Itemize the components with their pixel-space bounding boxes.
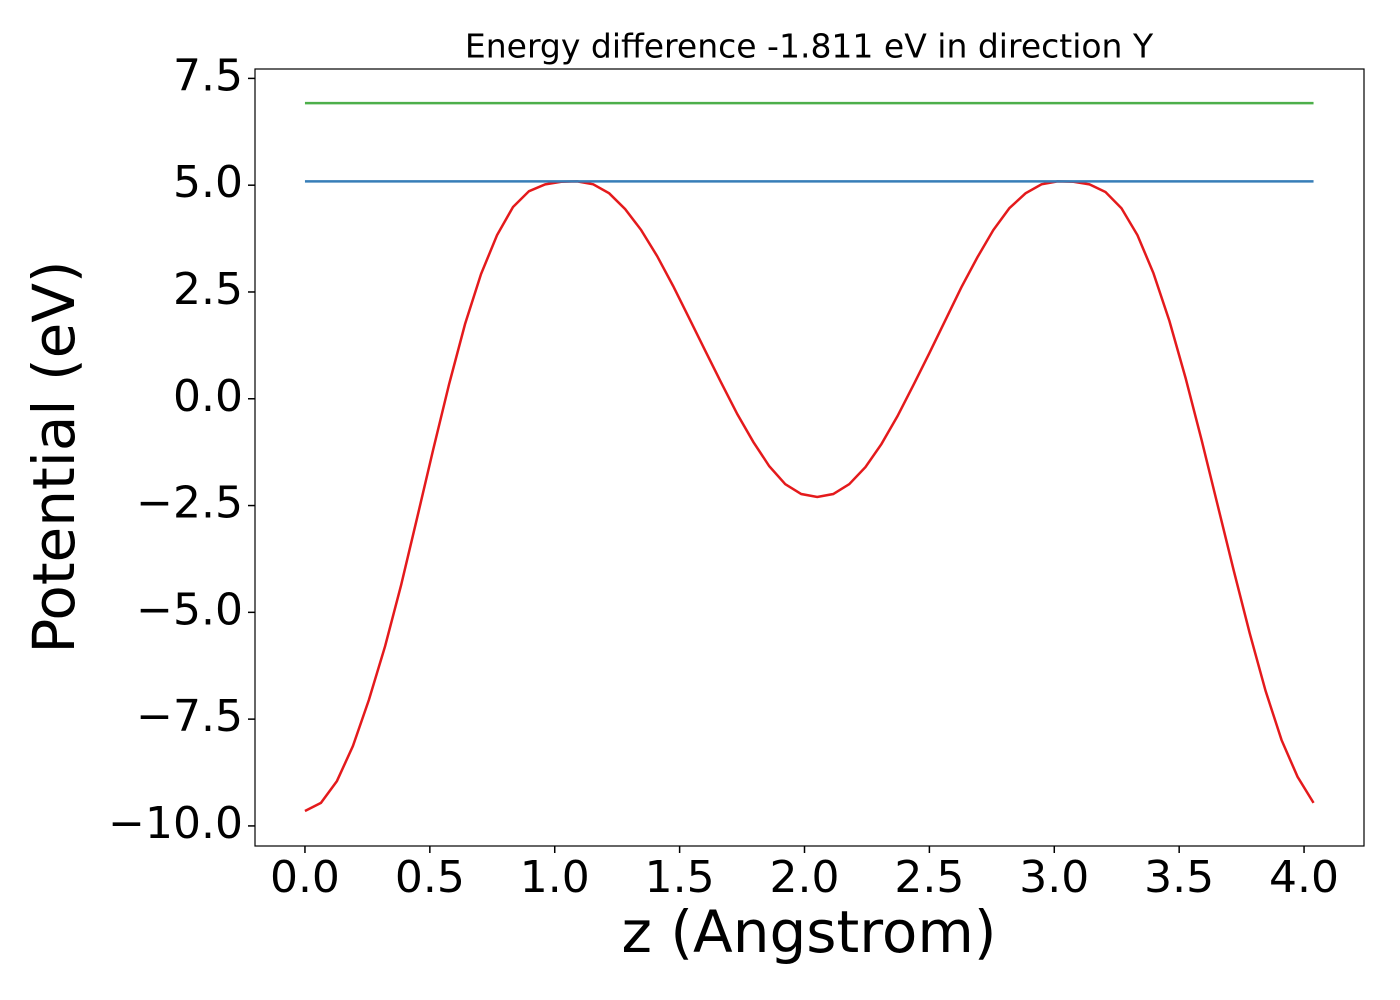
- x-tick-label: 0.0: [270, 852, 340, 903]
- plot-frame: [254, 68, 1365, 847]
- series-line: [304, 180, 1315, 813]
- y-tick-label: 0.0: [173, 371, 243, 422]
- x-tick-label: 1.0: [520, 852, 590, 903]
- x-tick-label: 3.0: [1019, 852, 1089, 903]
- x-tick-label: 2.0: [770, 852, 840, 903]
- y-tick-label: −2.5: [136, 478, 243, 529]
- x-tick-label: 2.5: [894, 852, 964, 903]
- y-tick-label: 5.0: [173, 157, 243, 208]
- chart-title: Energy difference -1.811 eV in direction…: [465, 27, 1154, 66]
- x-tick-label: 0.5: [395, 852, 465, 903]
- y-tick-label: 2.5: [173, 264, 243, 315]
- y-tick-label: −7.5: [136, 691, 243, 742]
- y-tick-label: −10.0: [108, 798, 243, 849]
- x-tick-label: 1.5: [645, 852, 715, 903]
- y-axis-label: Potential (eV): [20, 260, 88, 653]
- x-axis-label: z (Angstrom): [622, 898, 997, 966]
- y-tick-label: 7.5: [173, 50, 243, 101]
- x-tick-label: 3.5: [1144, 852, 1214, 903]
- x-tick-label: 4.0: [1269, 852, 1339, 903]
- y-tick-label: −5.0: [136, 584, 243, 635]
